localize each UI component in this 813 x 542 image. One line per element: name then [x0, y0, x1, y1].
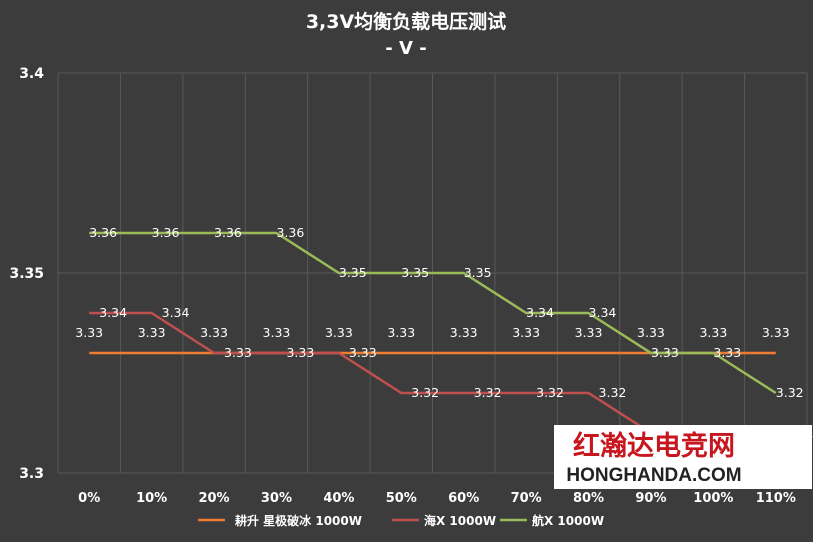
data-label: 3.33 [713, 345, 741, 360]
data-label: 3.32 [411, 385, 439, 400]
data-label: 3.36 [89, 225, 117, 240]
data-label: 3.33 [651, 345, 679, 360]
data-label: 3.36 [152, 225, 180, 240]
y-tick-label: 3.35 [9, 266, 44, 282]
data-label: 3.33 [200, 325, 228, 340]
x-tick-label: 20% [198, 491, 229, 506]
data-label: 3.34 [99, 305, 127, 320]
data-label: 3.35 [464, 265, 492, 280]
data-label: 3.34 [526, 305, 554, 320]
data-label: 3.33 [286, 345, 314, 360]
data-label: 3.33 [575, 325, 603, 340]
watermark-cn-text: 红瀚达电竞网 [573, 430, 735, 462]
chart-title: 3,3V均衡负载电压测试 [306, 10, 506, 33]
x-tick-label: 100% [693, 491, 733, 506]
data-label: 3.35 [401, 265, 429, 280]
data-label: 3.32 [776, 385, 804, 400]
data-label: 3.33 [138, 325, 166, 340]
watermark-background [554, 425, 812, 489]
data-label: 3.36 [214, 225, 242, 240]
x-tick-label: 70% [511, 491, 542, 506]
data-label: 3.33 [450, 325, 478, 340]
y-axis: 3.3 3.35 3.4 [9, 66, 44, 482]
data-label: 3.35 [339, 265, 367, 280]
data-label: 3.36 [276, 225, 304, 240]
data-labels: 3.33 3.33 3.33 3.33 3.33 3.33 3.33 3.33 3.33 3.33… [75, 225, 813, 440]
data-label: 3.33 [325, 325, 353, 340]
x-tick-label: 110% [756, 491, 796, 506]
x-tick-label: 30% [261, 491, 292, 506]
data-label: 3.33 [762, 325, 790, 340]
data-label: 3.32 [474, 385, 502, 400]
chart-subtitle: - V - [385, 38, 426, 59]
x-tick-label: 40% [323, 491, 354, 506]
data-label: 3.33 [224, 345, 252, 360]
data-label: 3.33 [263, 325, 291, 340]
legend-label: 航X 1000W [532, 513, 604, 528]
x-tick-label: 90% [635, 491, 666, 506]
y-tick-label: 3.4 [19, 66, 44, 82]
data-label: 3.33 [349, 345, 377, 360]
x-axis: 0% 10% 20% 30% 40% 50% 60% 70% 80% 90% 100% 110% [78, 491, 796, 506]
legend-label: 耕升 星极破冰 1000W [235, 513, 362, 528]
y-tick-label: 3.3 [19, 466, 44, 482]
legend: 耕升 星极破冰 1000W 海X 1000W 航X 1000W [198, 513, 604, 528]
watermark: 红瀚达电竞网 HONGHANDA.COM [554, 425, 812, 489]
data-label: 3.33 [637, 325, 665, 340]
series-line-3 [89, 231, 777, 395]
data-label: 3.33 [75, 325, 103, 340]
watermark-en-text: HONGHANDA.COM [566, 465, 741, 486]
x-tick-label: 50% [386, 491, 417, 506]
data-label: 3.32 [536, 385, 564, 400]
data-label: 3.33 [512, 325, 540, 340]
x-tick-label: 80% [573, 491, 604, 506]
data-label: 3.33 [387, 325, 415, 340]
x-tick-label: 60% [448, 491, 479, 506]
legend-label: 海X 1000W [424, 513, 496, 528]
data-label: 3.34 [589, 305, 617, 320]
data-label: 3.33 [699, 325, 727, 340]
data-label: 3.32 [599, 385, 627, 400]
x-tick-label: 0% [78, 491, 100, 506]
data-label: 3.34 [162, 305, 190, 320]
x-tick-label: 10% [136, 491, 167, 506]
